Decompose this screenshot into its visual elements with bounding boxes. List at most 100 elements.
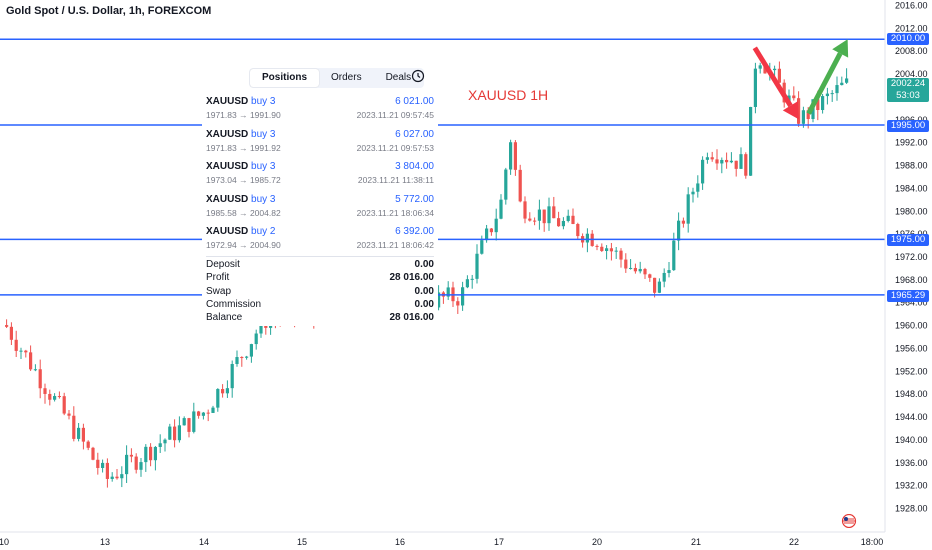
candle-body [225,388,229,394]
y-tick-label: 1960.00 [895,321,928,331]
candle-body [67,413,71,416]
candle-body [667,270,671,273]
candle-body [672,240,676,271]
candle-body [201,412,205,416]
tab-orders[interactable]: Orders [331,72,362,83]
y-tick-label: 1988.00 [895,161,928,171]
candle-body [686,194,690,224]
candle-body [101,462,105,468]
symbol-title: Gold Spot / U.S. Dollar, 1h, FOREXCOM [6,5,212,17]
candle-body [187,418,191,432]
x-tick-label: 18:00 [861,537,884,547]
candle-body [235,357,239,364]
candle-body [504,169,508,200]
price-label-2010: 2010.00 [887,33,929,45]
x-tick-label: 10 [0,537,9,547]
candle-body [245,356,249,358]
y-tick-label: 1968.00 [895,275,928,285]
candle-body [72,415,76,439]
candle-body [9,326,13,340]
candle-body [600,246,604,251]
y-tick-label: 1996.00 [895,115,928,125]
y-tick-label: 2012.00 [895,23,928,33]
candle-body [206,412,210,414]
candle-body [115,476,119,479]
y-tick-label: 1984.00 [895,183,928,193]
y-tick-label: 1980.00 [895,206,928,216]
x-tick-label: 13 [100,537,110,547]
arrow-head [832,39,849,58]
y-tick-label: 1972.00 [895,252,928,262]
position-row[interactable]: XAUUSD buy 3 6 021.00 1971.83 → 1991.90 … [206,96,434,120]
summary-balance: Balance 28 016.00 [206,312,434,324]
candle-body [134,456,138,470]
candle-body [509,142,513,170]
y-tick-label: 1940.00 [895,435,928,445]
candle-body [91,447,95,460]
position-row[interactable]: XAUUSD buy 3 6 027.00 1971.83 → 1991.92 … [206,128,434,153]
candle-body [254,333,258,345]
candle-body [240,357,244,359]
summary-commission: Commission 0.00 [206,298,434,310]
account-summary: Deposit 0.00 Profit 28 016.00 Swap 0.00 Com… [206,256,434,325]
positions-list: XAUUSD buy 3 6 021.00 1971.83 → 1991.90 … [206,94,434,257]
y-tick-label: 2004.00 [895,69,928,79]
candle-body [446,287,450,297]
candle-body [566,215,570,221]
position-row[interactable]: XAUUSD buy 2 6 392.00 1972.94 → 2004.90 … [206,226,434,250]
candle-body [763,65,767,74]
position-pnl: 6 027.00 [395,128,434,140]
candle-body [465,279,469,288]
y-tick-label: 1928.00 [895,504,928,514]
candle-body [696,183,700,192]
candle-body [211,407,215,413]
candle-body [825,93,829,97]
y-tick-label: 1956.00 [895,343,928,353]
candle-body [557,218,561,227]
candle-body [29,352,33,370]
clock-icon[interactable] [411,69,425,83]
candle-body [657,281,661,293]
candle-body [845,78,849,83]
candle-body [81,427,85,442]
candle-body [806,110,810,120]
x-tick-label: 17 [494,537,504,547]
candle-body [715,159,719,164]
us-flag-icon[interactable] [839,514,859,528]
candle-body [835,85,839,94]
candle-body [499,199,503,219]
y-tick-label: 1992.00 [895,138,928,148]
chart-annotation: XAUUSD 1H [468,87,549,103]
candle-body [153,446,157,461]
candle-body [216,389,220,408]
candle-body [249,344,253,357]
y-tick-label: 2008.00 [895,46,928,56]
price-label-1975: 1975.00 [887,234,929,246]
candle-body [53,396,57,400]
trading-panel: Positions Orders Deals XAUUSD buy 3 6 02… [202,64,438,326]
tab-positions[interactable]: Positions [250,69,320,87]
candle-body [177,425,181,441]
candle-body [624,259,628,269]
candle-body [19,350,23,352]
candle-body [129,454,133,457]
position-row[interactable]: XAUUSD buy 3 5 772.00 1985.58 → 2004.82 … [206,193,434,218]
price-label-1965: 1965.29 [887,290,929,302]
candle-body [38,369,42,389]
candle-body [662,272,666,282]
x-tick-label: 20 [592,537,602,547]
x-tick-label: 15 [297,537,307,547]
summary-deposit: Deposit 0.00 [206,259,434,270]
position-row[interactable]: XAUUSD buy 3 3 804.00 1973.04 → 1985.72 … [206,161,434,185]
candle-body [475,253,479,279]
candle-body [725,159,729,163]
candle-body [5,325,9,327]
candle-body [739,154,743,169]
candle-body [518,169,522,202]
candle-body [653,277,657,293]
tab-deals[interactable]: Deals [385,72,412,83]
candle-body [96,459,100,468]
candle-body [561,220,565,227]
candle-body [43,388,47,394]
